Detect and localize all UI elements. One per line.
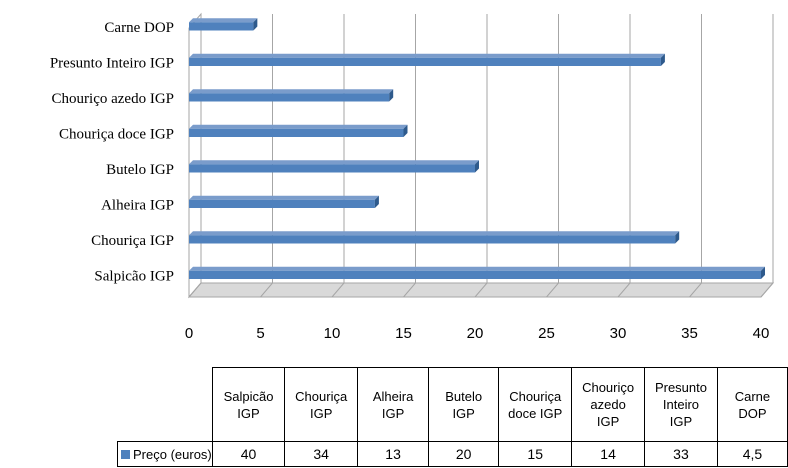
bar-top-face <box>189 160 479 165</box>
bar <box>189 160 479 173</box>
bar-end-face <box>761 266 765 279</box>
category-label: Butelo IGP <box>106 162 174 178</box>
data-table-value: 34 <box>284 441 359 467</box>
floor-gridline <box>403 282 416 298</box>
category-label: Salpicão IGP <box>94 268 174 284</box>
floor-gridline <box>617 282 631 298</box>
data-table-value: 33 <box>644 441 718 467</box>
data-table-value: 20 <box>428 441 500 467</box>
category-label: Chouriça IGP <box>91 233 174 249</box>
x-tick-label: 20 <box>467 325 484 342</box>
bar-front-face <box>189 164 475 173</box>
bar-end-face <box>389 89 394 102</box>
x-tick-label: 10 <box>324 325 341 342</box>
data-table-value: 4,5 <box>716 441 788 467</box>
data-table-value: 15 <box>498 441 573 467</box>
bar-top-face <box>189 53 665 58</box>
data-table-header: Alheira IGP <box>357 367 430 442</box>
data-table-value: 14 <box>571 441 646 467</box>
bar-end-face <box>660 53 665 66</box>
category-label: Chouriça doce IGP <box>59 126 174 142</box>
bars <box>189 18 765 279</box>
x-tick-label: 5 <box>256 325 264 342</box>
x-tick-label: 15 <box>395 325 412 342</box>
bar-chart: Salpicão IGP Chouriça IGP Alheira IGP Butel… <box>50 12 775 342</box>
bar-end-face <box>253 18 258 31</box>
data-table-value: 13 <box>357 441 430 467</box>
bar-end-face <box>475 160 479 173</box>
x-tick-label: 35 <box>681 325 698 342</box>
data-table-header: Chouriço azedo IGP <box>571 367 646 442</box>
legend-swatch <box>121 449 130 459</box>
data-table-header: Chouriça doce IGP <box>498 367 573 442</box>
data-table-header-row: Salpicão IGP Chouriça IGP Alheira IGP Butelo IG… <box>117 367 788 442</box>
bar-front-face <box>189 93 390 102</box>
bar <box>189 231 680 244</box>
floor-gridline <box>760 282 774 298</box>
floor-gridline <box>188 282 202 298</box>
floor-gridline <box>689 282 702 298</box>
bar <box>189 266 765 279</box>
category-label: Chouriço azedo IGP <box>52 91 174 107</box>
bar-front-face <box>189 270 761 279</box>
bar-front-face <box>189 235 676 244</box>
data-table-header: Salpicão IGP <box>211 367 286 442</box>
x-tick-label: 25 <box>538 325 555 342</box>
bar <box>189 53 665 66</box>
bar <box>189 195 379 208</box>
bar-end-face <box>675 231 680 244</box>
bar-front-face <box>189 57 661 66</box>
data-table-header: Butelo IGP <box>428 367 500 442</box>
bar-top-face <box>189 124 408 129</box>
bar-top-face <box>189 89 394 94</box>
floor-gridline <box>474 282 488 298</box>
x-tick-label: 40 <box>753 325 770 342</box>
bar-front-face <box>189 128 404 137</box>
floor-gridline <box>260 282 273 298</box>
bar <box>189 18 258 31</box>
data-table-corner <box>117 367 213 442</box>
bar-top-face <box>189 195 379 200</box>
category-labels: Salpicão IGP Chouriça IGP Alheira IGP Butel… <box>50 20 174 285</box>
data-table-header: Chouriça IGP <box>284 367 359 442</box>
bar-end-face <box>403 124 408 137</box>
floor-gridline <box>331 282 345 298</box>
bar <box>189 124 408 137</box>
data-table-value-row: Preço (euros) 40 34 13 20 15 14 33 4,5 <box>117 441 788 467</box>
data-table-header: Carne DOP <box>716 367 788 442</box>
bar-top-face <box>189 231 680 236</box>
category-label: Presunto Inteiro IGP <box>50 55 174 71</box>
x-tick-label: 30 <box>610 325 627 342</box>
bar <box>189 89 394 102</box>
bar-front-face <box>189 199 375 208</box>
floor-gridline <box>546 282 559 298</box>
category-label: Alheira IGP <box>101 197 174 213</box>
x-tick-label: 0 <box>185 325 193 342</box>
bar-end-face <box>374 195 379 208</box>
legend-label: Preço (euros) <box>133 446 212 462</box>
bar-top-face <box>189 18 258 23</box>
bar-front-face <box>189 22 254 31</box>
data-table-header: Presunto Inteiro IGP <box>644 367 718 442</box>
x-tick-labels: 0 5 10 15 20 25 30 35 40 <box>185 325 770 342</box>
bar-top-face <box>189 266 765 271</box>
data-table: Salpicão IGP Chouriça IGP Alheira IGP Butelo IG… <box>117 367 788 467</box>
data-table-value: 40 <box>211 441 286 467</box>
category-label: Carne DOP <box>104 20 174 36</box>
legend-entry: Preço (euros) <box>117 441 213 467</box>
